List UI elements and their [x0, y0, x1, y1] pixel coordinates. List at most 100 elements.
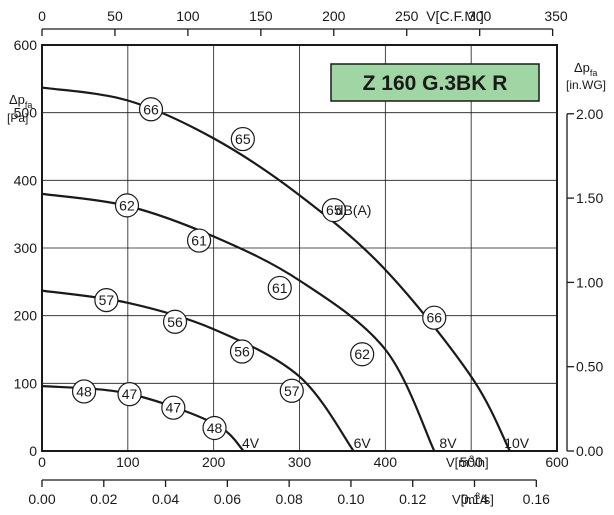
annotation-4: 4V	[242, 435, 260, 451]
x-bottom2-tick-label-0: 0.00	[28, 491, 55, 507]
annotation-0: dB(A)	[336, 202, 372, 218]
x-bottom-tick-label-400: 400	[374, 454, 398, 470]
x-bottom-tick-label-500: 500	[459, 454, 483, 470]
x-top-tick-label-0: 0	[38, 8, 46, 24]
title-box-frame	[330, 63, 540, 102]
tick-labels: 0 100 200 300 400 500 60001002003004005006000.…	[14, 8, 604, 507]
noise-marker-6: 61	[267, 275, 292, 301]
noise-marker-3: 66	[422, 305, 447, 330]
noise-marker-circle-10	[229, 339, 255, 364]
x-bottom-axis-title: V[m3/h]	[446, 454, 489, 470]
noise-marker-label-6: 61	[272, 280, 288, 296]
noise-marker-circle-8	[94, 288, 119, 313]
noise-marker-11: 57	[279, 378, 304, 403]
y-left-tick-label-300: 300	[14, 240, 38, 256]
noise-marker-13: 47	[117, 382, 142, 407]
x-bottom2-tick-label-6: 0.12	[399, 491, 426, 507]
fan-curves	[41, 86, 511, 452]
axis-titles: V[C.F.M.] V[m3/h] V[m3/s] Δpfa [Pa] Δpfa…	[7, 8, 606, 507]
x-top-tick-label-100: 100	[176, 8, 200, 24]
noise-marker-label-9: 56	[167, 314, 183, 330]
y-left-tick-label-0: 0	[29, 443, 37, 459]
y-right-tick-label-4: 2.00	[576, 106, 603, 122]
noise-marker-circle-15	[202, 415, 227, 441]
noise-marker-label-14: 47	[166, 400, 182, 416]
x-top-tick-label-300: 300	[468, 8, 492, 24]
y-right-subscript: fa	[590, 68, 598, 78]
noise-marker-circle-5	[186, 228, 212, 253]
noise-marker-12: 48	[71, 379, 97, 404]
noise-marker-circle-14	[161, 395, 186, 420]
noise-marker-circle-7	[350, 342, 375, 367]
noise-marker-label-4: 62	[119, 197, 135, 213]
chart-title: Z 160 G.3BK R	[363, 72, 508, 95]
x-top-tick-label-250: 250	[395, 8, 419, 24]
noise-marker-circle-9	[162, 309, 188, 334]
y-right-tick-label-3: 1.50	[576, 190, 603, 206]
noise-marker-circle-4	[114, 193, 140, 218]
noise-marker-label-8: 57	[99, 292, 115, 308]
noise-marker-circle-11	[279, 378, 304, 403]
y-left-tick-label-200: 200	[14, 308, 38, 324]
noise-marker-8: 57	[94, 288, 119, 313]
x-bottom2-tick-label-8: 0.16	[523, 491, 550, 507]
y-right-axis-title: Δpfa	[574, 60, 597, 78]
x-top-tick-label-200: 200	[322, 8, 346, 24]
y-left-tick-label-500: 500	[14, 105, 38, 121]
noise-marker-10: 56	[229, 339, 255, 364]
y-right-tick-label-2: 1.00	[576, 274, 603, 290]
x-bottom2-tick-label-3: 0.06	[214, 491, 241, 507]
noise-marker-circle-0	[138, 97, 164, 122]
annotation-2: 8V	[439, 435, 457, 451]
y-right-axis-unit: [in.WG]	[566, 78, 606, 92]
noise-marker-circle-13	[117, 382, 142, 407]
noise-marker-label-7: 62	[354, 346, 370, 362]
y-left-axis-title: Δpfa	[9, 92, 32, 110]
noise-marker-label-3: 66	[426, 310, 442, 326]
x-bottom2-axis-title: V[m3/s]	[452, 491, 494, 507]
noise-marker-14: 47	[161, 395, 186, 420]
x-bottom-tick-label-300: 300	[288, 454, 312, 470]
x-top-axis-title: V[C.F.M.]	[426, 8, 484, 24]
x-bottom2-tick-label-4: 0.08	[276, 491, 303, 507]
noise-marker-circle-6	[267, 275, 292, 301]
x-bottom-tick-label-200: 200	[202, 454, 226, 470]
noise-marker-circle-3	[422, 305, 447, 330]
x-top-tick-label-350: 350	[544, 8, 568, 24]
noise-marker-circle-1	[230, 126, 255, 152]
curve-annotations: dB(A) 10V 8V 6V 4V	[242, 202, 530, 451]
noise-marker-2: 65	[321, 198, 346, 223]
noise-marker-label-10: 56	[234, 344, 250, 360]
x-bottom-tick-label-0: 0	[38, 454, 46, 470]
noise-marker-label-15: 48	[207, 420, 223, 436]
x-bottom-tick-label-100: 100	[116, 454, 140, 470]
y-left-tick-label-100: 100	[14, 375, 38, 391]
noise-marker-label-1: 65	[235, 131, 251, 147]
title-box: Z 160 G.3BK R	[330, 63, 540, 102]
y-left-subscript: fa	[25, 100, 33, 110]
curve-10V	[41, 86, 511, 452]
x-top-tick-label-150: 150	[249, 8, 273, 24]
noise-level-markers: 66 65 65 66 62 61 61 62 57 56 56 57 48 47 47 48	[71, 97, 447, 441]
right-axis	[566, 113, 574, 452]
bottom-axis-m3s-ticks	[41, 479, 537, 487]
noise-marker-5: 61	[186, 228, 212, 253]
curve-6V	[41, 289, 355, 452]
x-top-tick-label-50: 50	[107, 8, 123, 24]
y-right-tick-label-1: 0.50	[576, 359, 603, 375]
noise-marker-0: 66	[138, 97, 164, 122]
y-left-tick-label-400: 400	[14, 172, 38, 188]
y-left-delta-p: Δp	[9, 92, 25, 107]
noise-marker-circle-2	[321, 198, 346, 223]
noise-marker-label-0: 66	[143, 101, 159, 117]
x-bottom2-tick-label-5: 0.10	[337, 491, 364, 507]
noise-marker-label-12: 48	[76, 383, 92, 399]
y-left-axis-unit: [Pa]	[7, 111, 28, 125]
annotation-1: 10V	[504, 435, 530, 451]
noise-marker-circle-12	[71, 379, 97, 404]
x-bottom-tick-label-600: 600	[545, 454, 569, 470]
noise-marker-label-5: 61	[191, 233, 207, 249]
noise-marker-label-13: 47	[122, 386, 138, 402]
plot-border	[41, 44, 558, 452]
